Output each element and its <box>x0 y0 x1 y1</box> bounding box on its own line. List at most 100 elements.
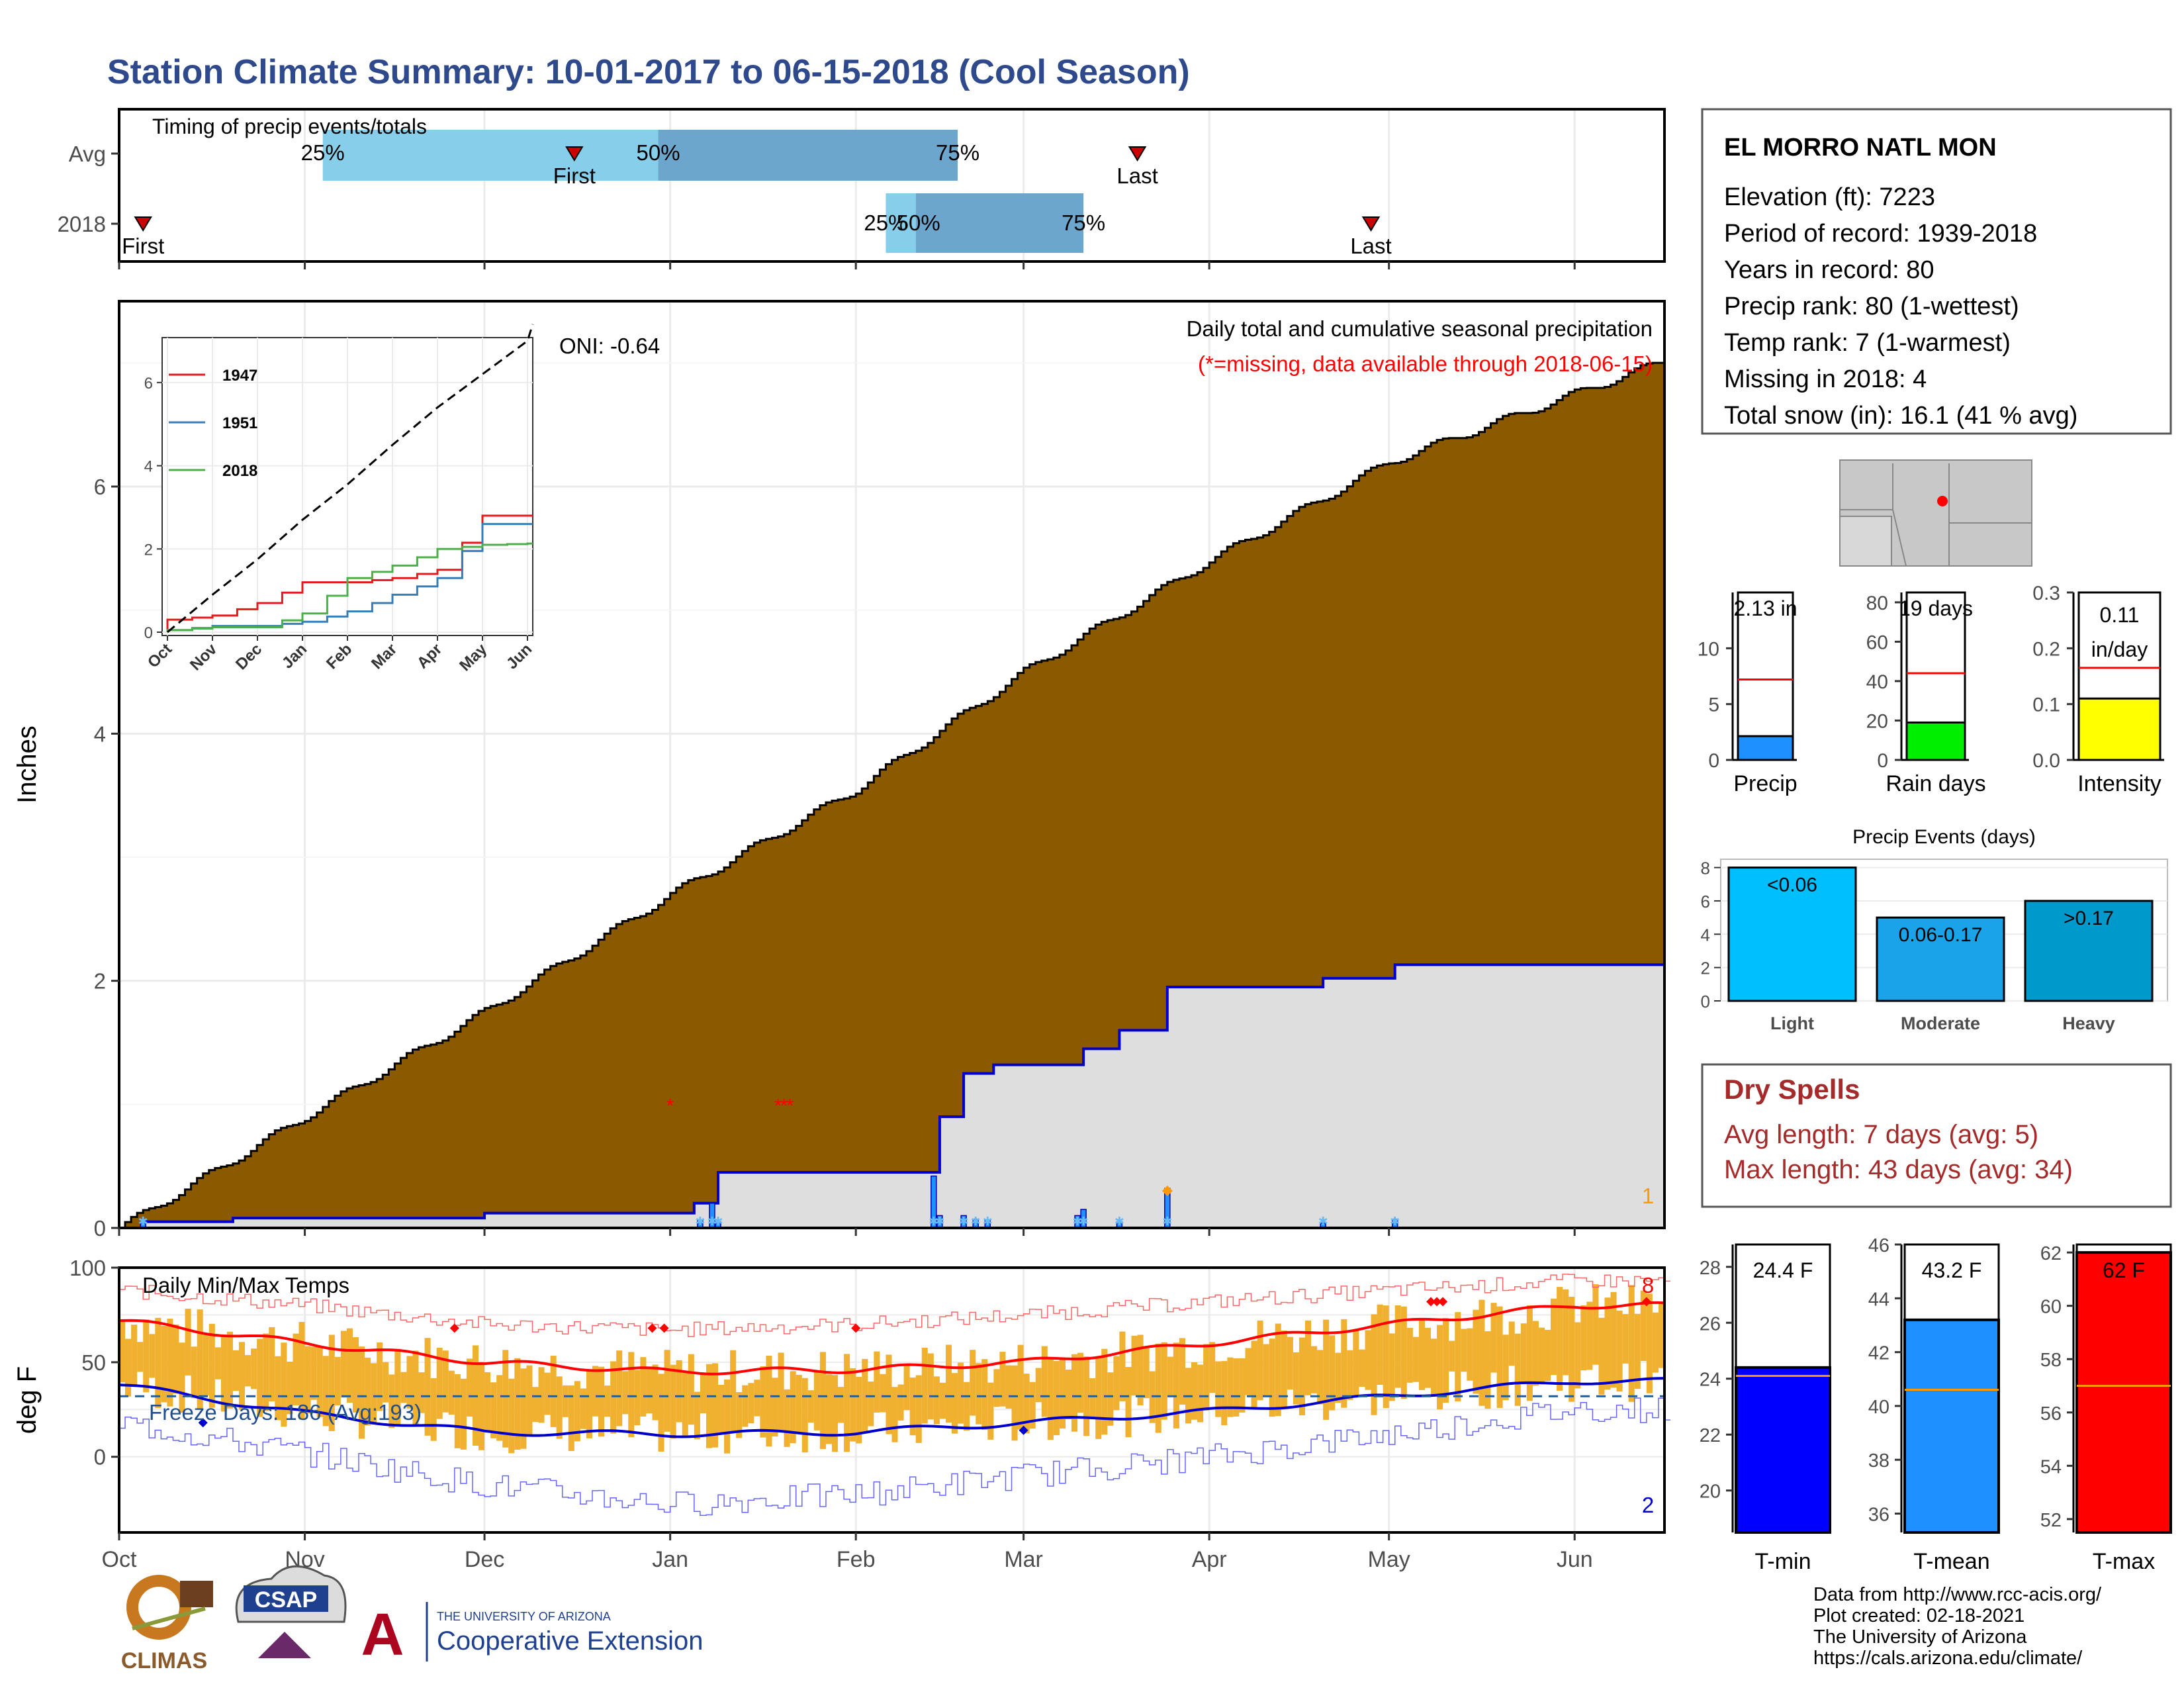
daily-temp-bar <box>1005 1365 1012 1409</box>
daily-temp-bar <box>406 1356 413 1409</box>
inset-y-tick-label: 4 <box>144 458 153 476</box>
daily-temp-bar <box>322 1356 329 1427</box>
avg-q1-q2-bar <box>322 130 659 181</box>
precip-events-panel: Precip Events (days) 0 2 4 6 8 <0.06 Light 0.06-… <box>1701 826 2168 1033</box>
record-diamond <box>1161 1186 1173 1196</box>
snow-marker: ✱ <box>959 1215 969 1228</box>
events-bin-label: >0.17 <box>2064 908 2114 929</box>
daily-temp-bar <box>365 1357 371 1426</box>
first-label: First <box>553 164 596 188</box>
snow-marker: ✱ <box>983 1215 993 1228</box>
daily-temp-bar <box>334 1356 341 1406</box>
small-panel-y-tick-label: 0 <box>1877 750 1888 772</box>
inset-legend-label: 1951 <box>222 414 257 432</box>
daily-temp-bar <box>760 1366 766 1438</box>
missing-marker: * <box>780 1095 788 1117</box>
temp-bar-value <box>1735 1366 1831 1534</box>
daily-temp-bar <box>742 1385 749 1427</box>
temp-bar-y-tick-label: 20 <box>1700 1481 1721 1503</box>
temp-frame <box>118 1266 1666 1534</box>
daily-temp-bar <box>310 1346 317 1400</box>
daily-temp-bar <box>436 1348 443 1419</box>
footer-line: https://cals.arizona.edu/climate/ <box>1813 1648 2083 1669</box>
precip-summary-bars: 0 5 10 2.13 in Precip 0 20 40 60 80 19 days Rain da… <box>1698 583 2164 796</box>
daily-temp-bar <box>287 1361 293 1415</box>
small-panel-y-tick-label: 60 <box>1866 632 1888 653</box>
max-count-label: 8 <box>1642 1273 1654 1297</box>
daily-temp-bar <box>257 1338 263 1417</box>
inset-legend-label: 1947 <box>222 367 257 385</box>
daily-temp-bar <box>592 1366 599 1417</box>
daily-temp-bar <box>1604 1297 1611 1390</box>
daily-temp-bar <box>155 1317 161 1409</box>
daily-temp-bar <box>1341 1319 1347 1408</box>
temp-bar-value-label: 43.2 F <box>1922 1258 1982 1282</box>
daily-temp-bar <box>1113 1356 1120 1411</box>
record-high-marker <box>1641 1297 1651 1307</box>
first-label: First <box>122 234 164 258</box>
daily-temp-bar <box>1616 1310 1623 1392</box>
daily-temp-bar <box>1557 1287 1563 1391</box>
daily-temp-bar <box>508 1378 515 1454</box>
ua-main-text: Cooperative Extension <box>437 1626 703 1656</box>
ua-a-letter: A <box>361 1602 404 1668</box>
missing-marker: * <box>666 1095 674 1117</box>
daily-temp-bar <box>1551 1298 1557 1376</box>
daily-temp-bar <box>298 1321 305 1420</box>
daily-temp-bar <box>226 1331 233 1409</box>
daily-temp-bar <box>550 1356 557 1427</box>
daily-temp-bar <box>143 1319 150 1393</box>
daily-temp-bar <box>790 1371 796 1444</box>
daily-temp-bar <box>903 1363 910 1411</box>
precip-y-tick-label: 0 <box>94 1216 106 1241</box>
small-panel-y-tick-label: 5 <box>1708 694 1719 716</box>
daily-temp-bar <box>705 1364 712 1448</box>
daily-temp-bar <box>538 1367 545 1423</box>
daily-temp-bar <box>1203 1344 1210 1411</box>
daily-temp-bar <box>1658 1303 1664 1368</box>
daily-temp-bar <box>1119 1331 1126 1401</box>
timing-row-label: 2018 <box>58 212 106 236</box>
daily-temp-bar <box>1526 1305 1533 1401</box>
daily-temp-bar <box>1406 1327 1413 1383</box>
daily-temp-bar <box>616 1350 623 1427</box>
daily-temp-bar <box>1569 1297 1575 1402</box>
temp-bar-y-tick-label: 52 <box>2040 1510 2062 1531</box>
daily-temp-bar <box>1047 1358 1054 1440</box>
daily-temp-bar <box>1335 1352 1342 1403</box>
precip-y-tick-label: 4 <box>94 722 106 746</box>
record-low-marker <box>1019 1425 1028 1435</box>
daily-temp-bar <box>137 1342 144 1372</box>
map-arizona <box>1839 516 1892 567</box>
daily-temp-bar <box>927 1353 934 1420</box>
inset-x-tick-label: Feb <box>323 640 355 673</box>
daily-temp-bar <box>1473 1309 1479 1394</box>
daily-temp-bar <box>532 1387 539 1423</box>
footer-line: The University of Arizona <box>1813 1626 2027 1648</box>
daily-temp-bar <box>1304 1320 1312 1395</box>
daily-temp-bar <box>628 1352 635 1438</box>
small-panel-category-label: Rain days <box>1886 771 1985 796</box>
daily-temp-bar <box>838 1387 844 1423</box>
station-info-line: Total snow (in): 16.1 (41 % avg) <box>1724 402 2077 430</box>
events-y-tick-label: 2 <box>1701 959 1710 978</box>
daily-temp-bar <box>652 1364 659 1421</box>
inset-x-tick-label: Jun <box>503 640 535 673</box>
daily-temp-bar <box>915 1375 922 1443</box>
csap-mountain-icon <box>258 1632 311 1658</box>
daily-temp-bar <box>304 1346 311 1414</box>
daily-temp-bar <box>964 1382 970 1431</box>
daily-temp-bar <box>1131 1335 1138 1396</box>
temp-bar-y-tick-label: 22 <box>1700 1425 1721 1446</box>
daily-temp-bar <box>119 1321 126 1383</box>
record-high-line <box>119 1274 1671 1337</box>
2018-q1-q2-bar <box>886 193 916 253</box>
daily-temp-bar <box>383 1362 389 1403</box>
daily-temp-bar <box>1329 1335 1336 1411</box>
daily-temp-bar <box>245 1355 251 1387</box>
small-panel-y-tick-label: 10 <box>1698 638 1719 660</box>
daily-temp-bar <box>1544 1330 1551 1382</box>
timing-panel: Timing of precip events/totals Avg First La… <box>58 108 1666 269</box>
inset-y-tick-label: 6 <box>144 375 153 393</box>
daily-temp-bar <box>328 1335 335 1431</box>
